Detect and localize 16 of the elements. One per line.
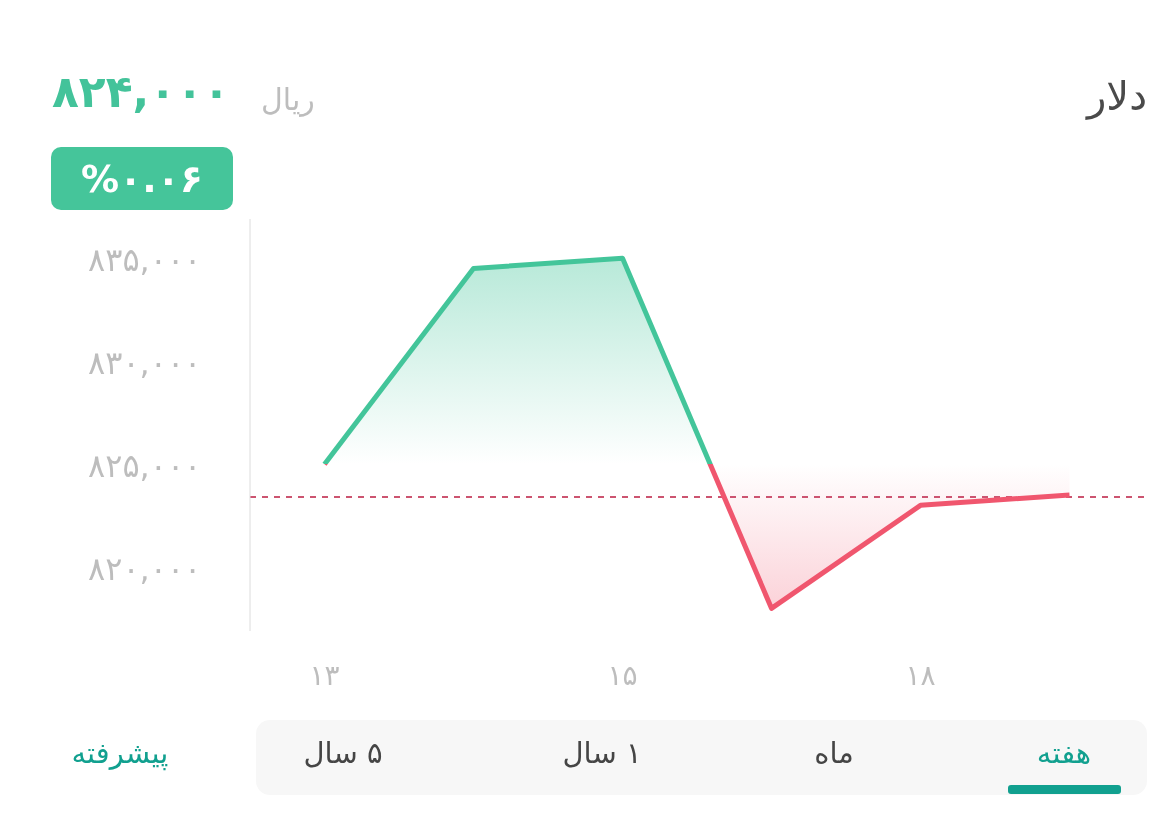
text: هفته xyxy=(1036,735,1092,772)
x-tick-label: ۱۵ xyxy=(607,658,638,692)
chart-title: دلار xyxy=(1087,72,1147,122)
text: ماه xyxy=(814,735,854,772)
x-tick-label: ۱۸ xyxy=(905,658,936,692)
text: ۵ سال xyxy=(303,735,383,772)
y-tick-label: ۸۳۰,۰۰۰ xyxy=(88,344,202,383)
text: پیشرفته xyxy=(71,735,169,772)
badge: %۰.۰۶ xyxy=(51,147,233,210)
x-tick-label: ۱۳ xyxy=(309,658,340,692)
text: ریال xyxy=(261,81,315,119)
y-tick-label: ۸۳۵,۰۰۰ xyxy=(88,241,202,280)
y-tick-label: ۸۲۰,۰۰۰ xyxy=(88,550,202,589)
text: ۱ سال xyxy=(562,735,642,772)
text: ۸۲۴,۰۰۰ xyxy=(52,66,230,118)
y-tick-label: ۸۲۵,۰۰۰ xyxy=(88,447,202,486)
